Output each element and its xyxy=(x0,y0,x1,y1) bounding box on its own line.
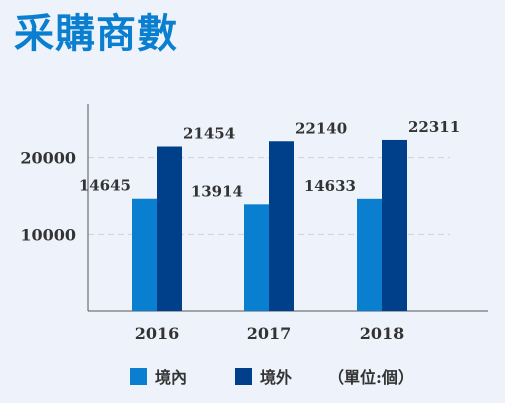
bar-overseas-2018 xyxy=(382,139,407,311)
x-tick-label: 2016 xyxy=(135,324,180,343)
y-tick-label: 10000 xyxy=(20,225,76,244)
unit-note: （單位:個） xyxy=(328,368,414,387)
x-tick-label: 2018 xyxy=(360,324,405,343)
legend-label-domestic: 境內 xyxy=(155,368,188,387)
legend-swatch-overseas xyxy=(235,367,252,385)
bar-domestic-2017 xyxy=(244,204,269,311)
chart-title: 采購商數 xyxy=(14,10,178,57)
bar-domestic-2018 xyxy=(357,198,382,311)
legend-item-overseas: 境外 xyxy=(235,364,292,388)
data-label: 21454 xyxy=(183,125,235,143)
legend-swatch-domestic xyxy=(130,367,147,385)
data-label: 22140 xyxy=(295,119,347,137)
x-tick-label: 2017 xyxy=(247,324,292,343)
legend-label-overseas: 境外 xyxy=(260,368,293,387)
bar-overseas-2016 xyxy=(157,146,182,311)
data-label: 14633 xyxy=(304,177,356,195)
data-label: 22311 xyxy=(408,118,460,136)
legend-item-domestic: 境內 xyxy=(130,364,187,388)
data-label: 14645 xyxy=(79,177,131,195)
bar-domestic-2016 xyxy=(132,198,157,311)
y-tick-label: 20000 xyxy=(20,149,76,168)
bar-overseas-2017 xyxy=(269,141,294,311)
data-label: 13914 xyxy=(191,182,243,200)
legend: 境內 境外 （單位:個） xyxy=(0,364,505,388)
